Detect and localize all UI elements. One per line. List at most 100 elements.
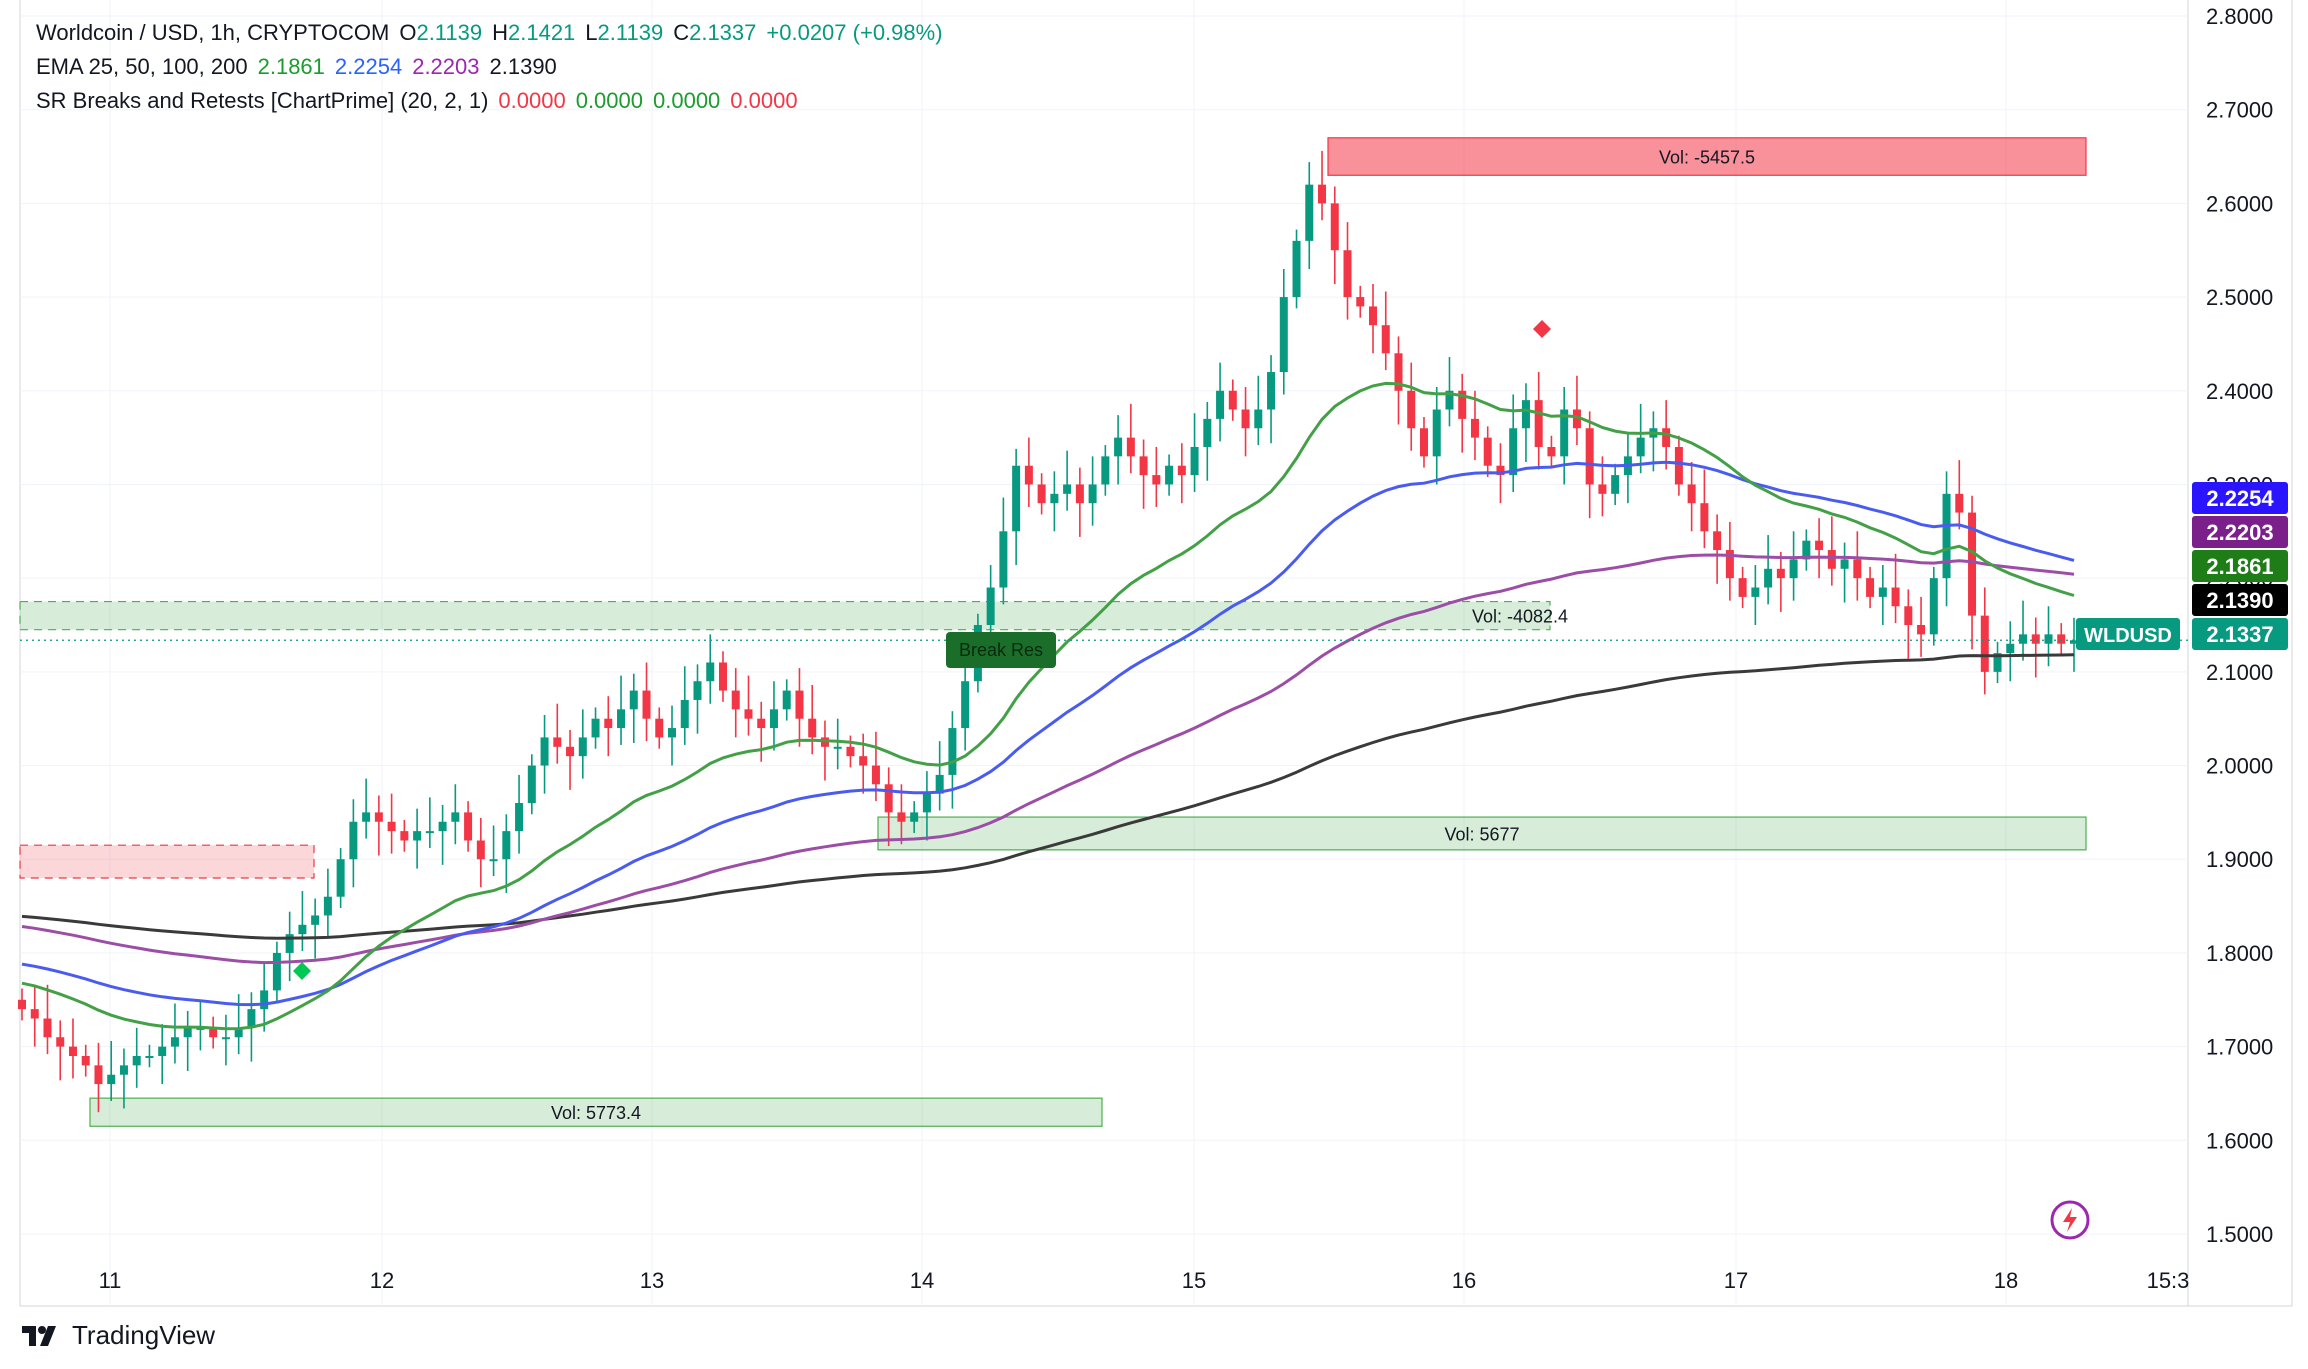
candle-body xyxy=(1521,400,1530,429)
candle-body xyxy=(2006,643,2015,654)
candle-body xyxy=(247,1009,256,1028)
candle-body xyxy=(1636,437,1645,457)
candle-body xyxy=(553,737,562,747)
candle-body xyxy=(349,821,358,860)
candle-body xyxy=(170,1037,179,1047)
candle-body xyxy=(922,793,931,813)
candle-body xyxy=(871,765,880,785)
candle-body xyxy=(1101,456,1110,485)
y-tick-label: 1.8000 xyxy=(2206,941,2273,966)
candle-body xyxy=(209,1027,218,1038)
candle-body xyxy=(1725,550,1734,579)
candle-body xyxy=(1279,297,1288,373)
candle-body xyxy=(833,746,842,749)
candle-body xyxy=(1713,531,1722,551)
y-tick-label: 2.0000 xyxy=(2206,754,2273,779)
high-value: 2.1421 xyxy=(508,20,576,45)
candle-body xyxy=(1483,437,1492,466)
break-res-label-bg xyxy=(946,632,1056,668)
y-tick-label: 1.7000 xyxy=(2206,1035,2273,1060)
candle-body xyxy=(1611,475,1620,494)
candle-body xyxy=(693,681,702,700)
ema100-line xyxy=(21,553,2075,965)
y-tick-label: 2.6000 xyxy=(2206,191,2273,216)
ema100-value: 2.2203 xyxy=(412,54,480,79)
ema25-line xyxy=(21,381,2075,1031)
sr-label: SR Breaks and Retests [ChartPrime] (20, … xyxy=(36,88,489,113)
close-value: 2.1337 xyxy=(689,20,757,45)
candle-body xyxy=(668,728,677,738)
candle-body xyxy=(1662,428,1671,447)
tradingview-brand[interactable]: TradingView xyxy=(22,1320,215,1351)
ema50-value: 2.2254 xyxy=(334,54,403,79)
candle-body xyxy=(540,737,549,766)
lightning-icon[interactable] xyxy=(2048,1198,2092,1242)
candle-body xyxy=(1165,465,1174,485)
candle-body xyxy=(1445,390,1454,410)
candle-body xyxy=(910,812,919,822)
candle-body xyxy=(961,681,970,729)
candle-body xyxy=(1330,203,1339,251)
candle-body xyxy=(1700,503,1709,532)
ema-row[interactable]: EMA 25, 50, 100, 200 2.1861 2.2254 2.220… xyxy=(36,50,953,84)
candle-body xyxy=(1126,437,1135,457)
sr-zone-resistance xyxy=(1327,137,2087,176)
candle-body xyxy=(1572,409,1581,429)
candle-body xyxy=(1470,418,1479,438)
x-tick-label: 16 xyxy=(1452,1268,1476,1293)
candle-body xyxy=(1827,550,1836,569)
sr-row[interactable]: SR Breaks and Retests [ChartPrime] (20, … xyxy=(36,84,953,118)
candle-body xyxy=(196,1027,205,1030)
sr-value-2: 0.0000 xyxy=(575,88,643,113)
candle-body xyxy=(464,812,473,841)
candle-body xyxy=(1152,475,1161,485)
candle-body xyxy=(578,737,587,757)
candle-body xyxy=(1598,484,1607,494)
low-label: L xyxy=(585,20,598,45)
candle-body xyxy=(1267,372,1276,410)
candle-body xyxy=(1585,428,1594,485)
candle-body xyxy=(1687,484,1696,504)
ema50-line xyxy=(21,460,2075,1007)
candle-body xyxy=(234,1027,243,1038)
candle-body xyxy=(1012,465,1021,532)
candle-body xyxy=(1216,390,1225,419)
candle-body xyxy=(1929,578,1938,635)
candle-body xyxy=(1292,240,1301,298)
candle-body xyxy=(68,1046,77,1056)
candle-body xyxy=(1968,512,1977,616)
break-res-label: Break Res xyxy=(959,640,1043,660)
y-tick-label: 2.4000 xyxy=(2206,379,2273,404)
bearish-retest-marker xyxy=(1533,320,1551,338)
candle-body xyxy=(1674,446,1683,485)
candle-body xyxy=(413,831,422,841)
candle-body xyxy=(1190,446,1199,476)
candle-body xyxy=(1228,390,1237,410)
candle-body xyxy=(642,690,651,719)
y-tick-label: 2.5000 xyxy=(2206,285,2273,310)
open-value: 2.1139 xyxy=(416,20,483,45)
candle-body xyxy=(1356,297,1365,307)
candle-body xyxy=(515,803,524,832)
candle-body xyxy=(527,765,536,804)
candle-body xyxy=(859,756,868,766)
symbol-tag xyxy=(2076,618,2180,650)
close-label: C xyxy=(673,20,690,45)
candle-body xyxy=(948,728,957,775)
candle-body xyxy=(1955,493,1964,513)
candle-body xyxy=(1139,456,1148,476)
candle-body xyxy=(2044,634,2053,644)
tradingview-logo-icon xyxy=(22,1325,56,1346)
candle-body xyxy=(1764,568,1773,588)
candle-body xyxy=(1088,484,1097,504)
candle-body xyxy=(1789,559,1798,579)
ema200-value: 2.1390 xyxy=(489,54,557,79)
candle-body xyxy=(591,718,600,738)
candle-body xyxy=(451,812,460,822)
candle-body xyxy=(744,709,753,719)
candle-body xyxy=(1407,390,1416,429)
candle-body xyxy=(1878,587,1887,597)
symbol-title[interactable]: Worldcoin / USD, 1h, CRYPTOCOM xyxy=(36,20,390,45)
candle-body xyxy=(1942,493,1951,579)
